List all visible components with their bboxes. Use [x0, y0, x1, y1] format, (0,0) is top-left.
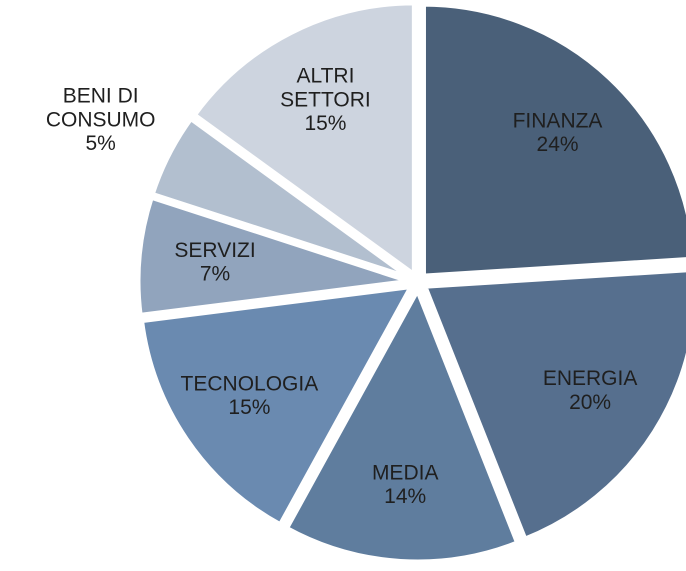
slice-label: SERVIZI	[174, 238, 255, 261]
slice-value-label: 15%	[304, 112, 346, 135]
slice-label-line: MEDIA	[372, 461, 439, 484]
slice-label-line: TECNOLOGIA	[181, 372, 319, 395]
slice-label-line: ENERGIA	[543, 367, 638, 390]
slice-label: ALTRI SETTORI	[280, 64, 371, 111]
pie-slice	[138, 283, 416, 529]
slice-value-label: 7%	[200, 262, 230, 285]
slice-label: MEDIA	[372, 461, 439, 484]
slice-label-line: ALTRI	[296, 64, 354, 87]
slice-label-line: SERVIZI	[174, 238, 255, 261]
slice-value-label: 5%	[85, 132, 115, 155]
slice-value-label: 24%	[537, 133, 579, 156]
pie-slice	[149, 114, 413, 281]
slice-label-line: BENI DI	[63, 84, 139, 107]
pie-slice	[135, 194, 411, 319]
slice-label-line: CONSUMO	[46, 108, 156, 131]
pie-slice	[190, 0, 417, 280]
slice-label: ENERGIA	[543, 367, 638, 390]
slice-label-line: FINANZA	[513, 109, 603, 132]
slice-label: BENI DI CONSUMO	[46, 84, 156, 131]
slice-value-label: 14%	[384, 485, 426, 508]
pie-slice	[421, 267, 686, 543]
pie-slice	[420, 1, 686, 279]
slice-label: FINANZA	[513, 109, 603, 132]
slice-label: TECNOLOGIA	[181, 372, 319, 395]
slice-value-label: 15%	[228, 396, 270, 419]
slice-value-label: 20%	[569, 391, 611, 414]
slice-label-line: SETTORI	[280, 88, 371, 111]
pie-slice	[283, 284, 521, 565]
